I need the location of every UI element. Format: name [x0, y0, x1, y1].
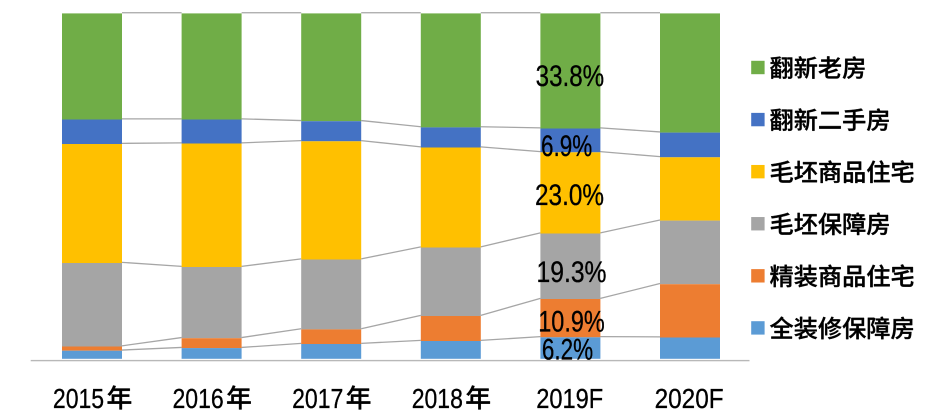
svg-text:33.8%: 33.8% — [536, 60, 605, 93]
svg-text:2020F: 2020F — [655, 383, 724, 410]
svg-text:6.9%: 6.9% — [541, 130, 592, 163]
svg-text:2017: 2017 — [292, 383, 343, 410]
svg-text:10.9%: 10.9% — [538, 306, 605, 339]
svg-text:19.3%: 19.3% — [537, 256, 607, 289]
svg-text:2015: 2015 — [53, 383, 104, 410]
svg-text:23.0%: 23.0% — [535, 179, 604, 212]
svg-text:6.2%: 6.2% — [542, 334, 593, 367]
svg-text:2016: 2016 — [173, 383, 224, 410]
svg-text:2018: 2018 — [412, 383, 463, 410]
svg-text:2019F: 2019F — [536, 383, 603, 410]
